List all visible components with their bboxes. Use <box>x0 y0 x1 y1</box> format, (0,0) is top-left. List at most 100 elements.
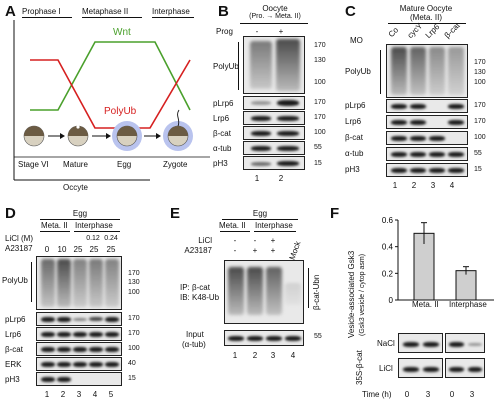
lane-c-3: 3 <box>430 181 436 190</box>
row-c-lrp6-label: Lrp6 <box>345 117 362 126</box>
a23187-e-label: A23187 <box>184 246 212 255</box>
prog-lane1: - <box>255 27 259 36</box>
mature-oocyte-icon <box>67 125 89 147</box>
group-e-meta: Meta. II <box>219 221 246 230</box>
panel-e-label: E <box>170 205 181 222</box>
polyub-c-arrow <box>380 50 381 94</box>
bcat-ub-label: β-cat-Ubn <box>312 274 321 310</box>
row-polyub-label: PolyUb <box>213 62 239 71</box>
prog-label: Prog <box>216 27 233 36</box>
row-bcat-label: β-cat <box>213 129 231 138</box>
blot-c-lrp6 <box>386 115 468 129</box>
input-label-2: (α-tub) <box>182 340 206 349</box>
blot-d-plrp6 <box>36 312 122 326</box>
f-row-licl: LiCl <box>379 364 393 373</box>
f-category-2: Interphase <box>449 300 487 309</box>
lane-d-5: 5 <box>108 390 114 399</box>
stage-zygote-label: Zygote <box>163 160 188 169</box>
marker-d-170b: 170 <box>128 315 140 322</box>
polyub-curve <box>30 59 191 129</box>
f-ylabel-1: Vesicle-associated Gsk3 <box>347 250 356 338</box>
panel-f-bar-chart: 0.6 0.4 0.2 0 <box>382 216 494 305</box>
stage-egg-label: Egg <box>117 160 132 169</box>
blot-c-plrp6 <box>386 99 468 113</box>
row-c-bcat-label: β-cat <box>345 133 363 142</box>
panel-b-label: B <box>218 3 229 20</box>
lane-c-4: 4 <box>449 181 455 190</box>
panel-e-header-title: Egg <box>252 209 268 218</box>
marker-b-100a: 100 <box>314 79 326 86</box>
licl-d-4: 0.12 <box>86 235 100 242</box>
blot-e-ip <box>224 260 304 324</box>
group-e-inter-line <box>254 231 296 232</box>
marker-c-170a: 170 <box>474 59 486 66</box>
blot-c-ph3 <box>386 163 468 177</box>
stage-vi-label: Stage VI <box>18 160 49 169</box>
row-d-bcat-label: β-cat <box>5 345 23 354</box>
f-time-3: 0 <box>449 390 455 399</box>
a23187-d-2: 10 <box>57 245 67 254</box>
ip-label-2: IB: K48-Ub <box>180 293 220 302</box>
f-ylabel-2: (Gsk3 vesicle / cytop asm) <box>359 253 366 336</box>
panel-c-header-sub: (Meta. II) <box>409 13 442 22</box>
phase-prophase-label: Prophase I <box>22 7 61 16</box>
a23187-d-label: A23187 <box>5 244 33 253</box>
wnt-curve <box>30 41 191 111</box>
marker-d-170a: 170 <box>128 270 140 277</box>
marker-b-15: 15 <box>314 160 322 167</box>
lane-c-2: 2 <box>411 181 417 190</box>
row-d-erk-label: ERK <box>5 360 22 369</box>
lane-b-2: 2 <box>278 174 284 183</box>
blot-d-ph3 <box>36 372 122 386</box>
lane-d-3: 3 <box>76 390 82 399</box>
mo-lrp6: Lrp6 <box>423 22 442 40</box>
marker-b-100b: 100 <box>314 129 326 136</box>
marker-d-170c: 170 <box>128 330 140 337</box>
blot-b-ph3 <box>243 156 305 170</box>
panel-d-label: D <box>5 205 16 222</box>
marker-b-170a: 170 <box>314 42 326 49</box>
prog-lane2: + <box>278 27 284 36</box>
f-blot-nacl-b <box>445 333 485 353</box>
polyub-d-arrow <box>31 262 32 302</box>
oocyte-bracket-label: Occyte <box>63 183 88 192</box>
mock-label: Mock <box>287 239 303 261</box>
marker-d-15: 15 <box>128 375 136 382</box>
ip-label-1: IP: β-cat <box>180 283 210 292</box>
marker-e-55: 55 <box>314 333 322 340</box>
bcat-ub-arrow <box>308 268 309 308</box>
a23187-d-4: 25 <box>89 245 99 254</box>
phase-prophase-line <box>22 17 72 18</box>
f-ytick-label-2: 0.2 <box>382 269 394 278</box>
licl-e-label: LiCl <box>198 236 212 245</box>
phase-interphase-line <box>152 17 194 18</box>
panel-b-header-sub: (Pro. → Meta. II) <box>249 13 301 20</box>
panel-a-diagram <box>13 20 210 181</box>
mo-co: Co <box>386 25 401 39</box>
lane-d-4: 4 <box>92 390 98 399</box>
a23187-e-3: + <box>270 246 276 255</box>
marker-b-170b: 170 <box>314 99 326 106</box>
marker-d-100a: 100 <box>128 289 140 296</box>
lane-e-1: 1 <box>232 351 238 360</box>
licl-e-1: - <box>233 236 237 245</box>
a23187-e-2: + <box>252 246 258 255</box>
panel-d-header-title: Egg <box>72 209 88 218</box>
f-time-2: 3 <box>425 390 431 399</box>
lane-e-4: 4 <box>290 351 296 360</box>
licl-d-5: 0.24 <box>104 235 118 242</box>
blot-b-bcat <box>243 126 305 140</box>
f-side-label: 35S-β-cat <box>355 350 364 385</box>
panel-e-header-line <box>222 219 298 220</box>
row-c-atub-label: α-tub <box>345 149 364 158</box>
f-blot-nacl-a <box>398 333 443 353</box>
marker-b-55: 55 <box>314 144 322 151</box>
f-time-4: 3 <box>469 390 475 399</box>
row-atub-label: α-tub <box>213 144 232 153</box>
stage-mature-label: Mature <box>63 160 88 169</box>
f-ytick-label-0: 0.6 <box>382 216 394 225</box>
blot-d-bcat <box>36 342 122 356</box>
panel-b-header-line <box>240 23 308 24</box>
blot-b-plrp6 <box>243 96 305 110</box>
lane-d-1: 1 <box>44 390 50 399</box>
